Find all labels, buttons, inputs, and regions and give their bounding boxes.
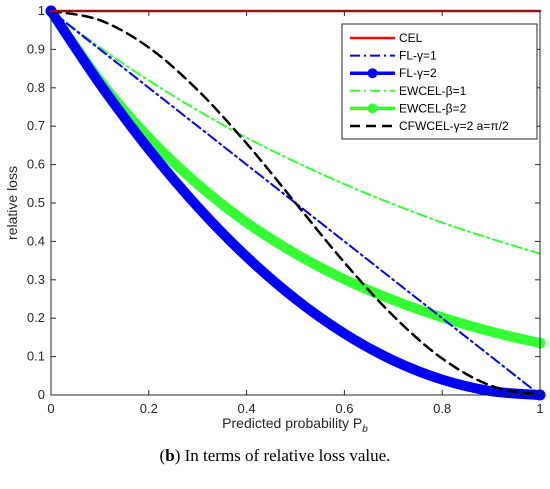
y-tick-label: 0.8 <box>27 80 45 95</box>
x-axis-label: Predicted probability Pb <box>222 415 368 435</box>
x-axis-ticks: 0 0.2 0.4 0.6 0.8 1 <box>47 11 544 416</box>
x-tick-label: 0.6 <box>335 401 353 416</box>
y-tick-label: 0.2 <box>27 310 45 325</box>
x-tick-label: 0 <box>47 401 54 416</box>
legend-marker <box>367 103 378 114</box>
legend-marker <box>367 68 378 79</box>
series-layer <box>45 5 546 401</box>
legend-label: FL-γ=1 <box>399 49 437 63</box>
legend-label: EWCEL-β=2 <box>399 101 467 115</box>
figure-caption: (b) In terms of relative loss value. <box>159 446 391 465</box>
x-axis-label-subscript: b <box>362 424 368 435</box>
x-tick-label: 0.8 <box>433 401 451 416</box>
y-tick-label: 0.6 <box>27 157 45 172</box>
y-tick-label: 0 <box>38 387 45 402</box>
legend-label: CFWCEL-γ=2 a=π/2 <box>399 119 509 133</box>
y-axis-ticks: 0 0.1 0.2 0.3 0.4 0.5 0.6 0.7 0.8 0.9 1 <box>27 3 540 402</box>
y-tick-label: 0.1 <box>27 349 45 364</box>
series-line-2 <box>46 6 545 400</box>
legend: CEL FL-γ=1 FL-γ=2 EWCEL-β=1 EWCEL-β=2 CFWCEL-… <box>341 23 538 140</box>
relative-loss-chart: 0 0.2 0.4 0.6 0.8 1 0 0.1 0.2 0.3 0.4 0.5 0.6 0.7 0.8… <box>4 3 546 435</box>
y-tick-label: 0.7 <box>27 118 45 133</box>
caption-text: ) In terms of relative loss value. <box>174 446 391 465</box>
y-tick-label: 0.5 <box>27 195 45 210</box>
x-tick-label: 0.2 <box>140 401 158 416</box>
series-line-5 <box>49 9 542 397</box>
y-tick-label: 0.9 <box>27 41 45 56</box>
y-tick-label: 1 <box>38 3 45 18</box>
x-tick-label: 0.4 <box>238 401 256 416</box>
x-axis-label-main: Predicted probability P <box>222 415 362 431</box>
legend-box <box>341 23 538 140</box>
legend-label: FL-γ=2 <box>399 66 437 80</box>
legend-label: CEL <box>399 31 423 45</box>
y-axis-label: relative loss <box>4 166 20 240</box>
y-tick-label: 0.3 <box>27 272 45 287</box>
series-line-3 <box>50 10 541 255</box>
caption-label: b <box>165 446 175 465</box>
x-tick-label: 1 <box>536 401 543 416</box>
y-tick-label: 0.4 <box>27 233 45 248</box>
legend-label: EWCEL-β=1 <box>399 84 467 98</box>
